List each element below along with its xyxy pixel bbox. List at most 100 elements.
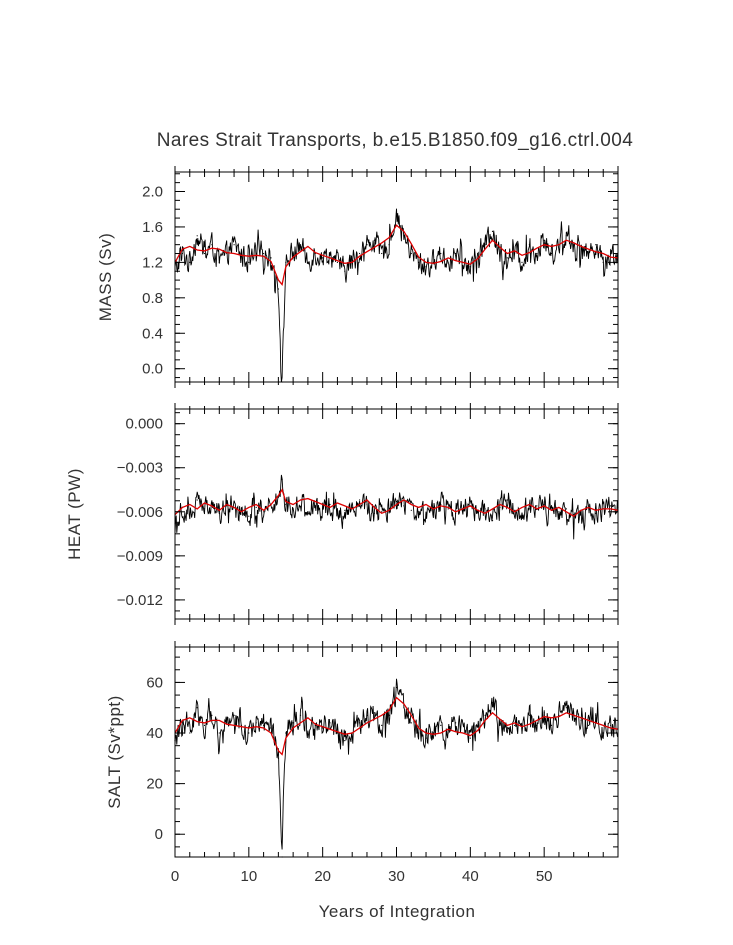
heat-ytick-label: 0.000 [125,416,163,433]
heat-data-point [595,512,597,514]
salt-ytick-label: 20 [146,776,163,793]
mass-data-point [248,261,250,263]
salt-data-point [447,732,449,734]
salt-data-point [203,724,206,727]
salt-data-point [491,702,494,704]
salt-data-point [610,724,612,727]
heat-data-point [373,512,375,514]
heat-data-point [425,514,427,516]
mass-monthly-trace [174,208,619,383]
salt-data-point [565,707,567,709]
salt-xtick-label: 40 [462,868,479,885]
mass-data-point [329,252,331,255]
mass-data-point [587,252,590,255]
salt-data-point [514,724,516,727]
salt-data-point [292,722,294,724]
salt-xtick-label: 20 [314,868,331,885]
salt-data-point [528,714,531,716]
heat-data-point [314,505,316,507]
salt-data-point [484,714,486,716]
heat-data-point [233,500,235,503]
heat-data-point [366,503,368,506]
salt-data-point [469,737,471,739]
heat-data-point [329,503,331,506]
heat-data-point [410,509,412,511]
salt-xtick-label: 0 [171,868,179,885]
mass-ytick-label: 0.4 [142,325,163,342]
salt-data-point [270,727,272,729]
mass-data-point [491,230,494,232]
heat-data-point [403,505,405,507]
heat-data-point [285,503,287,506]
salt-data-point [255,722,257,724]
salt-panel: 0 20 40 60 0 10 20 30 40 50 SALT (Sv*ppt) [105,641,619,885]
salt-data-point [322,727,324,729]
salt-data-point [521,732,523,734]
salt-data-point [477,724,479,727]
heat-data-point [307,511,309,513]
heat-monthly-trace [174,474,619,540]
salt-data-point [425,737,427,739]
salt-data-point [240,724,242,727]
mass-data-point [307,261,309,263]
salt-data-point [440,724,442,727]
mass-data-point [536,252,538,255]
salt-data-point [587,724,590,727]
mass-data-point [388,244,390,246]
heat-data-point [344,509,346,511]
heat-ytick-label: −0.012 [117,592,163,609]
salt-xtick-label: 10 [240,868,257,885]
salt-data-point [381,724,383,727]
mass-data-point [484,244,486,246]
mass-data-point [543,239,545,241]
salt-data-point [418,732,420,734]
mass-data-point [410,252,412,255]
salt-data-point [218,732,220,734]
salt-data-point [543,712,545,714]
heat-ytick-label: −0.006 [117,504,163,521]
heat-data-point [499,506,501,508]
heat-data-point [203,508,206,510]
salt-data-point [455,722,457,724]
salt-data-point [314,724,316,727]
salt-data-point [189,732,191,734]
salt-data-point [277,757,279,759]
salt-data-point [550,724,553,727]
salt-y-axis-label: SALT (Sv*ppt) [105,695,124,809]
heat-data-point [447,508,449,510]
heat-data-point [395,500,398,503]
salt-data-point [248,732,250,734]
heat-data-point [543,503,545,506]
salt-data-point [403,707,405,709]
mass-smooth-line [174,224,619,286]
heat-data-point [477,511,479,513]
mass-data-point [580,248,582,250]
mass-data-point [240,252,242,255]
heat-data-point [292,508,294,510]
salt-ytick-label: 40 [146,725,163,742]
mass-data-point [336,261,338,263]
mass-ytick-label: 1.6 [142,219,163,236]
salt-data-point [388,714,390,716]
salt-data-point [410,722,412,724]
mass-data-point [573,244,575,246]
mass-data-point [277,288,279,290]
salt-data-point [329,722,331,724]
heat-panel: −0.012 −0.009 −0.006 −0.003 0.000 HEAT (PW) [65,403,619,625]
heat-data-point [336,512,338,514]
heat-data-point [440,503,442,506]
salt-data-point [432,732,434,734]
mass-data-point [403,235,405,237]
heat-data-point [521,512,523,514]
mass-data-point [440,252,442,255]
salt-data-point [499,724,501,727]
mass-data-point [395,213,398,215]
heat-data-point [388,508,390,510]
mass-data-point [196,235,198,237]
heat-y-axis-label: HEAT (PW) [65,468,84,560]
heat-smooth-line [174,488,619,517]
mass-data-point [521,261,523,263]
salt-data-point [211,714,213,716]
salt-data-point [602,732,604,734]
